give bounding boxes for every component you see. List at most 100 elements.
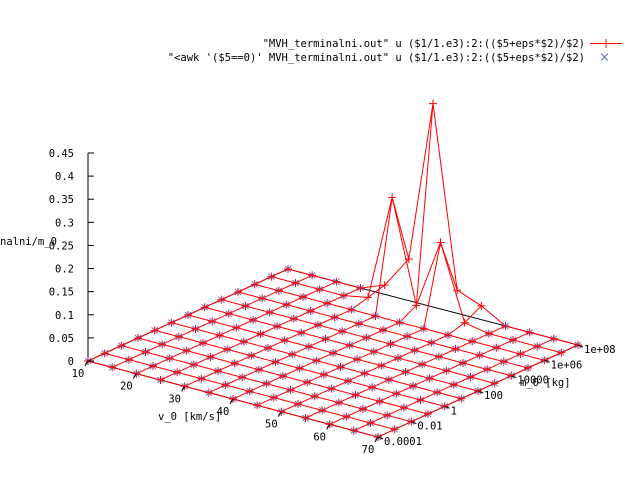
data-point-plus-marker (280, 336, 289, 345)
axes-labels: v_0 [km/s] m_0 [kg] nalni/m_0 (0, 236, 571, 423)
data-point-plus-marker (274, 286, 283, 295)
y-tick-label: 100 (484, 390, 503, 402)
y-tick-label: 0.01 (417, 421, 442, 433)
y-tick-label: 1e+08 (584, 344, 616, 356)
data-point-plus-marker (253, 401, 262, 410)
data-point-plus-marker (245, 387, 254, 396)
x-tick-mark (84, 360, 89, 367)
data-point-plus-marker (158, 340, 167, 349)
data-point-plus-marker (399, 403, 408, 412)
legend-entry-2-marker (600, 53, 609, 61)
tick-labels: 0 0.05 0.1 0.15 0.2 0.25 0.3 0.35 0.4 0.45 10 20 30 4… (49, 148, 616, 456)
x-tick-mark (132, 373, 137, 379)
data-point-plus-marker (427, 338, 436, 347)
data-point-plus-marker (230, 359, 239, 368)
data-point-plus-marker (344, 377, 352, 385)
data-point-plus-marker (339, 291, 348, 300)
data-point-plus-marker (134, 334, 142, 342)
data-point-plus-marker (460, 318, 469, 327)
data-point-plus-marker (173, 368, 182, 377)
data-point-plus-marker (383, 411, 392, 420)
data-point-plus-marker (238, 373, 247, 382)
data-point-plus-marker (484, 329, 493, 338)
data-point-plus-marker (291, 279, 300, 287)
data-point-plus-marker (418, 360, 427, 369)
data-point-plus-marker (442, 366, 451, 375)
y-tick-mark (511, 375, 517, 379)
data-point-plus-marker (223, 345, 232, 354)
z-tick-label: 0.4 (55, 171, 74, 183)
surface-markers (84, 99, 582, 441)
x-tick-label: 50 (265, 419, 278, 431)
x-tick-label: 30 (168, 393, 181, 405)
x-tick-label: 70 (362, 444, 375, 456)
data-point-plus-marker (342, 412, 351, 421)
data-point-plus-marker (492, 343, 501, 352)
data-point-plus-marker (351, 391, 360, 399)
x-tick-mark (326, 424, 331, 430)
data-point-plus-marker (336, 363, 345, 371)
data-point-plus-marker (501, 322, 510, 330)
data-point-plus-marker (459, 359, 467, 367)
data-point-plus-marker (204, 388, 213, 397)
data-point-plus-marker (386, 340, 395, 348)
data-point-plus-marker (401, 368, 410, 376)
data-point-plus-marker (360, 369, 369, 378)
z-tick-label: 0.35 (49, 194, 74, 206)
data-point-plus-marker (232, 323, 241, 332)
data-point-plus-marker (354, 319, 363, 328)
z-tick-label: 0.45 (49, 148, 74, 160)
x-axis-label: v_0 [km/s] (158, 411, 221, 423)
z-tick-label: 0.1 (55, 310, 74, 322)
data-point-plus-marker (475, 351, 484, 360)
data-point-plus-marker (449, 380, 458, 389)
y-tick-label: 1 (451, 405, 457, 417)
y-tick-mark (411, 421, 417, 425)
data-point-plus-marker (388, 193, 397, 202)
data-point-plus-marker (416, 396, 425, 404)
data-point-plus-marker (345, 341, 354, 350)
data-point-plus-marker (241, 302, 250, 310)
data-point-plus-marker (304, 342, 313, 351)
x-tick-mark (277, 411, 282, 417)
data-point-plus-marker (165, 354, 174, 363)
data-point-plus-marker (444, 331, 452, 339)
data-point-plus-marker (364, 293, 372, 302)
x-tick-label: 60 (313, 431, 326, 443)
data-point-plus-marker (108, 363, 117, 372)
data-point-plus-marker (267, 272, 276, 281)
data-point-plus-marker (392, 389, 401, 398)
data-point-plus-marker (347, 305, 356, 314)
y-tick-mark (377, 436, 384, 440)
y-axis-label: m_0 [kg] (520, 377, 571, 389)
data-point-plus-marker (284, 265, 292, 273)
data-point-plus-marker (395, 318, 404, 327)
y-tick-mark (444, 405, 450, 409)
data-point-plus-marker (214, 367, 222, 375)
x-tick-mark (229, 398, 234, 405)
data-point-plus-marker (318, 406, 327, 415)
data-point-plus-marker (490, 379, 499, 388)
mesh-line-const-m0 (287, 103, 579, 346)
data-point-plus-marker (379, 326, 387, 334)
data-point-plus-marker (524, 364, 532, 372)
data-point-plus-marker (310, 392, 319, 401)
data-point-plus-marker (141, 348, 150, 356)
plot-frame (86, 153, 580, 438)
data-point-plus-marker (425, 374, 434, 383)
legend-entry-2-label: "<awk '($5==0)' MVH_terminalni.out" u ($… (168, 52, 585, 64)
legend: "MVH_terminalni.out" u ($1/1.e3):2:(($5+… (168, 38, 622, 64)
data-point-plus-marker (549, 334, 558, 343)
y-tick-label: 10000 (517, 375, 549, 387)
data-point-plus-marker (409, 382, 417, 390)
data-point-plus-marker (289, 314, 298, 323)
data-point-plus-marker (410, 346, 419, 355)
data-point-plus-marker (100, 349, 109, 358)
data-point-plus-marker (258, 294, 267, 303)
data-point-plus-marker (249, 316, 257, 324)
data-point-plus-marker (250, 280, 259, 289)
data-point-plus-marker (457, 394, 466, 403)
data-point-plus-marker (265, 308, 274, 317)
data-point-plus-marker (323, 299, 332, 308)
